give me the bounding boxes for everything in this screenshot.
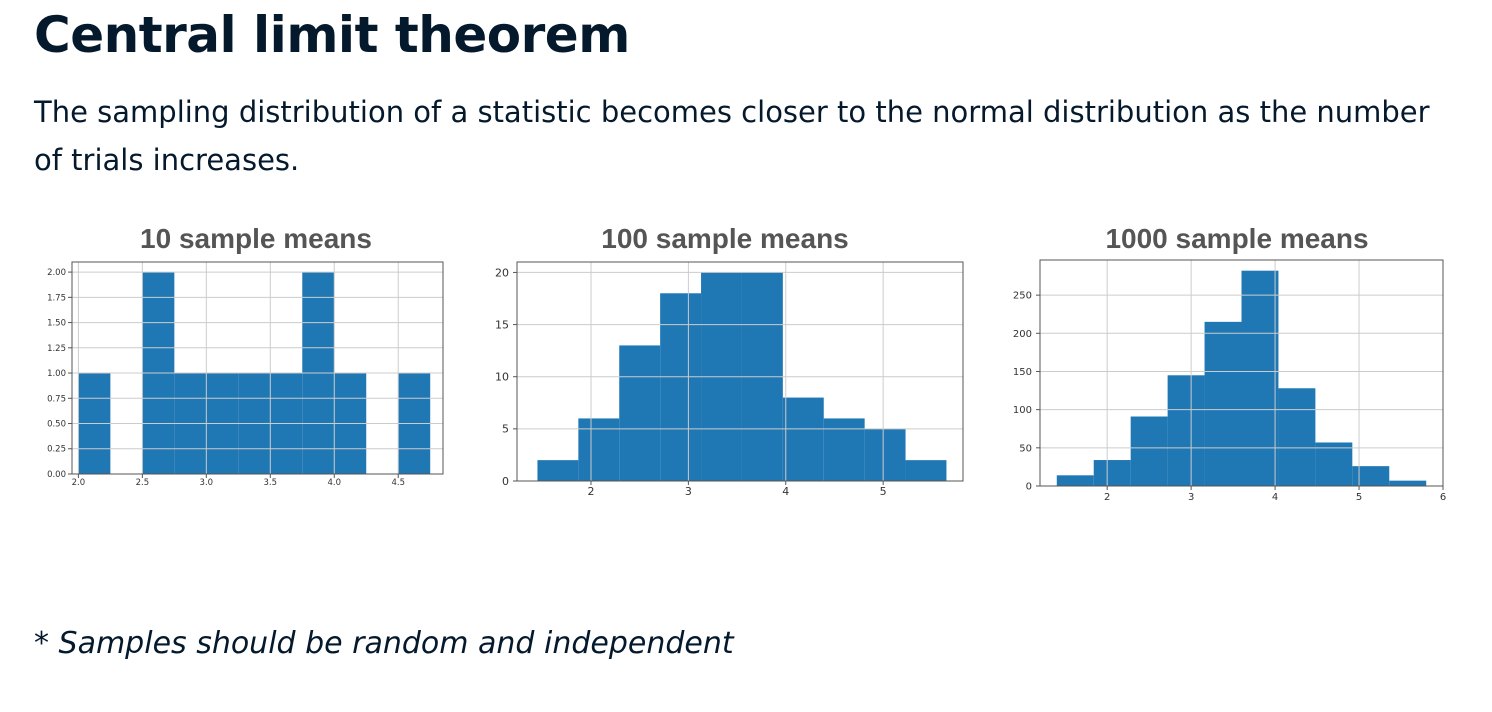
x-tick-label: 4.5: [391, 478, 405, 488]
y-tick-label: 1.50: [47, 319, 66, 329]
histogram-bar: [1056, 475, 1094, 486]
y-tick-label: 200: [1013, 329, 1032, 340]
x-tick-label: 6: [1440, 492, 1446, 503]
chart-title: 1000 sample means: [1105, 223, 1368, 254]
x-tick-label: 4: [1272, 492, 1278, 503]
histogram-bar: [1389, 480, 1427, 486]
y-tick-label: 50: [1019, 443, 1032, 454]
y-tick-label: 150: [1013, 367, 1032, 378]
y-tick-label: 0: [502, 475, 509, 488]
histogram-bar: [823, 418, 865, 481]
histogram-bar: [1093, 460, 1131, 486]
footnote: * Samples should be random and independe…: [34, 626, 734, 661]
histogram-bar: [1241, 270, 1279, 486]
y-tick-label: 0.00: [47, 470, 66, 480]
x-tick-label: 2: [1104, 492, 1110, 503]
x-tick-label: 4: [782, 485, 789, 498]
y-tick-label: 1.75: [47, 293, 66, 303]
histogram-bar: [1278, 388, 1316, 486]
y-tick-label: 5: [502, 423, 509, 436]
x-tick-label: 3.5: [264, 478, 278, 488]
y-tick-label: 0: [1026, 482, 1032, 493]
histogram-bar: [1204, 321, 1242, 486]
histogram-bar: [1352, 466, 1390, 486]
x-tick-label: 2.5: [136, 478, 150, 488]
y-tick-label: 250: [1013, 291, 1032, 302]
y-tick-label: 0.25: [47, 445, 66, 455]
y-tick-label: 1.25: [47, 344, 66, 354]
x-tick-label: 2.0: [72, 478, 86, 488]
y-tick-label: 0.75: [47, 394, 66, 404]
histogram-bar: [1167, 375, 1205, 486]
y-tick-label: 1.00: [47, 369, 66, 379]
page-title: Central limit theorem: [34, 6, 630, 64]
chart-title: 10 sample means: [140, 223, 372, 254]
y-tick-label: 10: [495, 371, 509, 384]
histogram-bar: [905, 460, 947, 481]
y-tick-label: 2.00: [47, 268, 66, 278]
histogram-bar: [1315, 442, 1353, 486]
histogram-bar: [782, 397, 824, 481]
x-tick-label: 5: [1356, 492, 1362, 503]
histogram-bar: [619, 345, 661, 481]
y-tick-label: 100: [1013, 405, 1032, 416]
histogram-bar: [578, 418, 620, 481]
y-tick-label: 0.50: [47, 419, 66, 429]
y-tick-label: 20: [495, 266, 509, 279]
histogram-bar: [537, 460, 579, 481]
x-tick-label: 3: [685, 485, 692, 498]
plot-frame: [71, 261, 444, 475]
histogram-bar: [864, 428, 906, 481]
plot-frame: [516, 261, 964, 482]
page-subtitle: The sampling distribution of a statistic…: [34, 95, 1430, 177]
x-tick-label: 4.0: [327, 478, 341, 488]
chart-title: 100 sample means: [601, 223, 849, 254]
x-tick-label: 3: [1188, 492, 1194, 503]
y-tick-label: 15: [495, 318, 509, 331]
histogram-bar: [660, 293, 702, 481]
x-tick-label: 5: [880, 485, 887, 498]
plot-frame: [1039, 259, 1444, 487]
histogram-bar: [1130, 416, 1168, 486]
x-tick-label: 3.0: [200, 478, 214, 488]
x-tick-label: 2: [588, 485, 595, 498]
